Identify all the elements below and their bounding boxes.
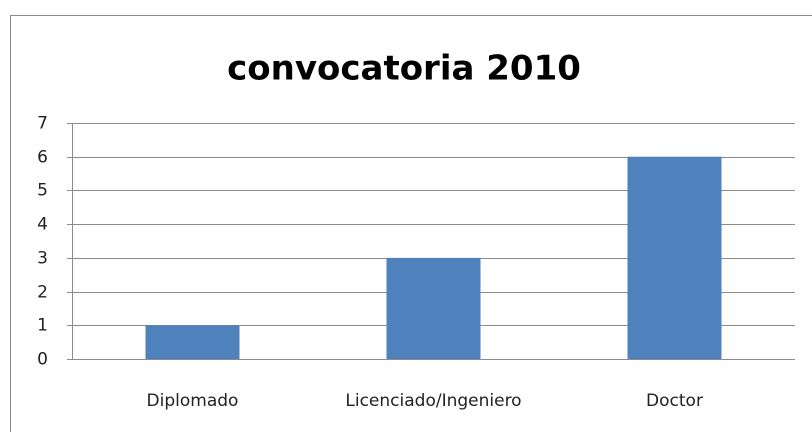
y-tick-label: 5: [37, 181, 48, 201]
y-tick-label: 4: [37, 215, 48, 235]
x-tick-label: Licenciado/Ingeniero: [345, 391, 521, 411]
chart-title: convocatoria 2010: [227, 49, 581, 89]
bar: [386, 257, 481, 359]
x-tick-label: Diplomado: [147, 391, 239, 411]
x-tick-label: Doctor: [646, 391, 703, 411]
y-tick-label: 3: [37, 249, 48, 269]
y-tick-label: 1: [37, 316, 48, 336]
bar: [145, 325, 240, 359]
y-tick-label: 0: [37, 350, 48, 370]
y-tick-label: 6: [37, 148, 48, 168]
bar: [627, 156, 722, 359]
y-tick-label: 7: [37, 114, 48, 134]
y-tick-label: 2: [37, 283, 48, 303]
